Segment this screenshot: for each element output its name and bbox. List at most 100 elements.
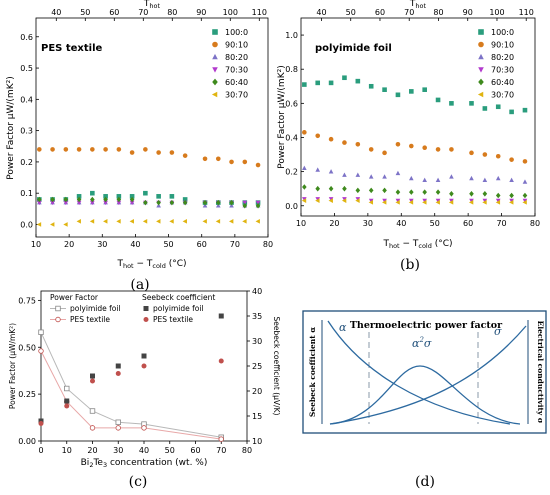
data-point (495, 175, 501, 181)
legend-marker (143, 317, 149, 322)
data-point (482, 177, 488, 182)
data-point (342, 185, 347, 192)
data-point (215, 199, 221, 206)
panel-c-data-series (38, 313, 224, 442)
data-point (218, 436, 224, 442)
data-point (169, 199, 175, 206)
data-point (182, 153, 188, 158)
panel-a-top-ticks: 40 50 60 70 80 90 100 110 (51, 8, 267, 21)
data-point (315, 197, 321, 202)
data-point (409, 175, 414, 181)
top-tick-label: 70 (404, 8, 414, 17)
data-point (141, 363, 147, 369)
legend-marker (211, 91, 218, 98)
legend-marker (55, 316, 61, 323)
data-point (218, 313, 224, 319)
data-point (368, 200, 374, 205)
data-point (169, 194, 175, 199)
data-point (89, 408, 96, 414)
top-tick-label: 100 (489, 8, 504, 17)
panel-a-top-x-label: Thot (143, 0, 161, 10)
x-tick-label: 80 (530, 219, 540, 228)
data-point (182, 199, 188, 206)
data-point (422, 189, 427, 195)
data-point (129, 196, 135, 203)
data-point (409, 189, 414, 195)
y-tick-label: 0.8 (285, 65, 298, 74)
data-point (115, 363, 121, 369)
data-point (435, 198, 441, 204)
data-point (38, 421, 44, 426)
x-tick-label: 50 (165, 446, 175, 455)
y-tick-label: 0.75 (18, 296, 36, 305)
legend-label: 100:0 (225, 28, 248, 37)
data-point (63, 147, 69, 152)
x-tick-label: 20 (329, 219, 339, 228)
diagram-right-axis-label: Electrical conductivity σ (536, 321, 545, 424)
data-point (103, 194, 108, 199)
data-point (328, 169, 334, 174)
data-point (156, 219, 161, 224)
legend-label: 90:10 (225, 41, 248, 50)
data-point (355, 172, 361, 177)
data-point (449, 174, 454, 179)
x-tick-label: 30 (363, 219, 373, 228)
data-point (522, 107, 528, 113)
legend-marker (143, 306, 149, 311)
x-tick-label: 60 (190, 446, 200, 455)
panel-b-title: polyimide foil (315, 43, 392, 54)
data-point (255, 219, 260, 224)
data-point (63, 222, 68, 227)
data-point (435, 97, 441, 103)
y-tick-label: 1.0 (285, 31, 298, 40)
data-point (143, 147, 148, 152)
data-point (63, 200, 69, 206)
legend-label: 30:70 (491, 91, 514, 100)
y2-tick-label: 20 (252, 387, 262, 396)
data-point (302, 82, 307, 87)
data-point (115, 425, 121, 431)
data-point (156, 150, 161, 155)
data-point (103, 219, 108, 224)
legend-marker (212, 67, 218, 73)
panel-a-y-ticks: 0.0 0.1 0.2 0.3 0.4 0.5 0.6 (20, 33, 39, 229)
x-tick-label: 30 (113, 446, 123, 455)
caption-b: (b) (400, 257, 420, 273)
data-point (129, 194, 135, 199)
panel-c-y-label: Power Factor (μW/mK²) (8, 323, 17, 409)
data-point (395, 200, 400, 205)
x-tick-label: 10 (62, 446, 72, 455)
data-point (156, 199, 161, 206)
x-tick-label: 30 (97, 240, 107, 249)
top-tick-label: 90 (196, 8, 206, 17)
y-tick-label: 0.3 (20, 127, 33, 136)
data-point (255, 200, 261, 206)
data-point (449, 191, 454, 197)
data-point (38, 329, 44, 335)
top-tick-label: 110 (519, 8, 534, 17)
data-point (522, 159, 528, 164)
data-point (103, 196, 108, 203)
data-point (218, 358, 224, 364)
top-tick-label: 110 (252, 8, 267, 17)
data-point (482, 152, 488, 157)
panel-c-x-ticks: 0 10 20 30 40 50 60 70 80 (38, 441, 252, 455)
data-point (315, 167, 321, 172)
data-point (509, 192, 514, 199)
diagram-frame (302, 310, 547, 434)
top-tick-label: 70 (138, 8, 148, 17)
data-point (328, 198, 333, 203)
data-point (229, 219, 234, 224)
data-point (229, 199, 234, 206)
data-point (116, 196, 122, 203)
panel-b-y-label: Power Factor μW/(mK²) (277, 65, 287, 168)
data-point (368, 187, 374, 194)
top-tick-label: 50 (80, 8, 90, 17)
data-point (368, 83, 374, 89)
data-point (202, 156, 208, 162)
top-tick-label: 40 (316, 8, 326, 17)
sigma-increasing-curve (329, 325, 527, 425)
data-point (64, 398, 70, 404)
data-point (495, 200, 501, 205)
panel-b-data-points (301, 75, 528, 205)
